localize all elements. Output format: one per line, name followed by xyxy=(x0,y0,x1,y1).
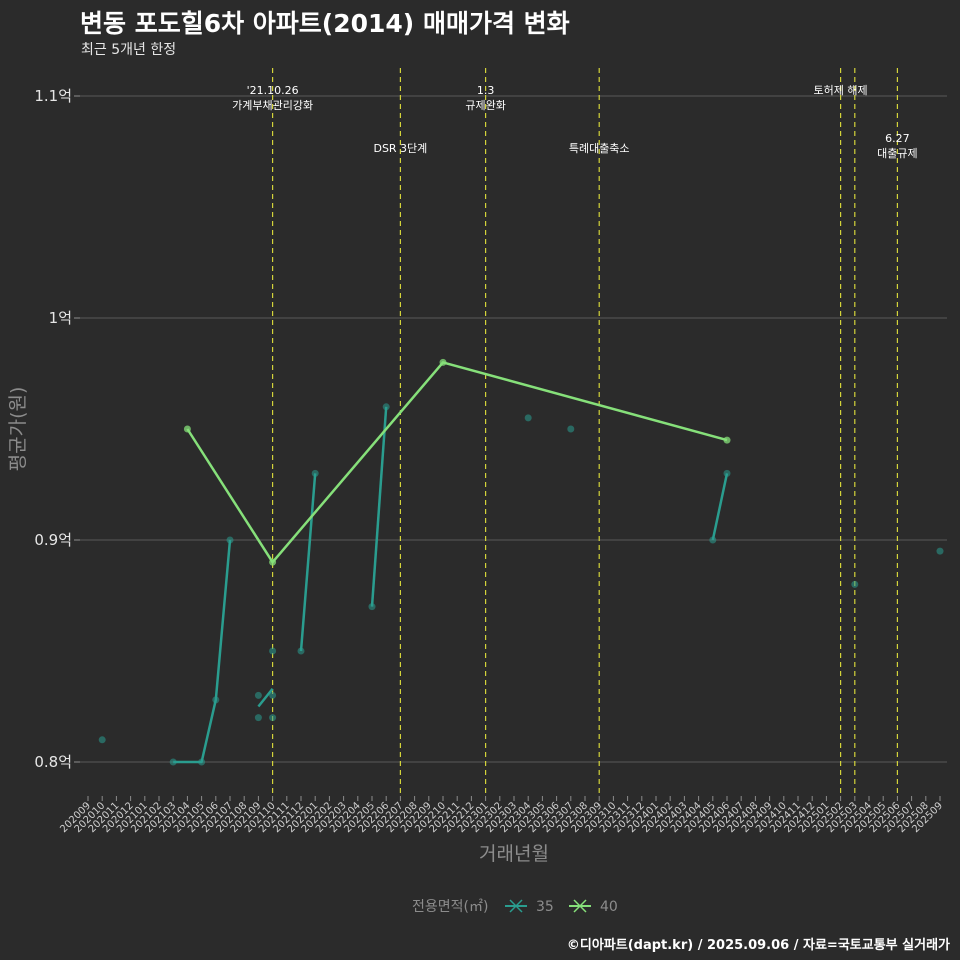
series-35-point xyxy=(254,714,262,722)
series-35-point xyxy=(709,536,717,544)
y-tick-label: 1.1억 xyxy=(34,87,72,105)
series-35-line xyxy=(299,473,317,652)
series-40-line xyxy=(186,361,728,564)
series-35-point xyxy=(269,647,277,655)
series-lines xyxy=(173,361,729,764)
series-35-point xyxy=(254,691,262,699)
series-35-point xyxy=(212,696,220,704)
series-35-point xyxy=(851,580,859,588)
series-35-point xyxy=(524,414,532,422)
legend-label-40: 40 xyxy=(600,899,618,915)
event-label: 토허제 해제 xyxy=(814,83,868,97)
legend-key-mark xyxy=(573,899,587,913)
legend-label-35: 35 xyxy=(536,899,554,915)
x-axis-ticks: 2020092020102020112020122021012021022021… xyxy=(58,796,945,835)
event-label: 규제완화 xyxy=(465,99,505,112)
y-tick-label: 0.8억 xyxy=(34,753,72,771)
event-label: 1.3 xyxy=(477,84,495,97)
series-35-point xyxy=(567,425,575,433)
event-label: 대출규제 xyxy=(877,147,917,160)
series-35-point xyxy=(169,758,177,766)
x-axis-title: 거래년월 xyxy=(479,843,549,865)
data-points xyxy=(98,358,944,766)
series-35-point xyxy=(98,736,106,744)
series-35-line xyxy=(711,473,729,541)
series-35-line xyxy=(173,539,232,764)
event-label: '21.10.26 xyxy=(247,84,299,97)
source-caption: ©디아파트(dapt.kr) / 2025.09.06 / 자료=국토교통부 실… xyxy=(566,938,950,953)
y-axis-ticks: 0.8억 0.9억 1억 1.1억 xyxy=(34,87,72,771)
series-35-point xyxy=(269,714,277,722)
series-40-point xyxy=(269,558,277,566)
series-35-point xyxy=(368,603,376,611)
series-35-point xyxy=(297,647,305,655)
grid-lines xyxy=(74,95,947,763)
event-label: 6.27 xyxy=(885,132,910,145)
series-35-line xyxy=(257,687,274,708)
legend: 전용면적(㎡) 35 40 xyxy=(412,899,618,915)
event-label: 특례대출축소 xyxy=(569,142,630,155)
chart-title: 변동 포도힐6차 아파트(2014) 매매가격 변화 xyxy=(80,9,570,38)
series-40-point xyxy=(723,436,731,444)
event-label: 가계부채관리강화 xyxy=(232,99,313,112)
series-35-point xyxy=(382,403,390,411)
series-40-point xyxy=(439,358,447,366)
series-35-point xyxy=(226,536,234,544)
series-35-point xyxy=(198,758,206,766)
event-lines xyxy=(272,68,899,796)
series-35-line xyxy=(370,406,388,607)
legend-title: 전용면적(㎡) xyxy=(412,899,488,915)
y-axis-title: 평균가(원) xyxy=(7,387,29,472)
series-35-point xyxy=(723,469,731,477)
event-label: DSR 3단계 xyxy=(373,142,427,155)
series-35-point xyxy=(936,547,944,555)
chart-subtitle: 최근 5개년 한정 xyxy=(81,42,177,58)
series-35-point xyxy=(269,691,277,699)
y-tick-label: 0.9억 xyxy=(34,531,72,549)
y-tick-label: 1억 xyxy=(49,309,72,327)
series-35-point xyxy=(311,469,319,477)
series-40-point xyxy=(183,425,191,433)
legend-key-mark xyxy=(509,899,523,913)
